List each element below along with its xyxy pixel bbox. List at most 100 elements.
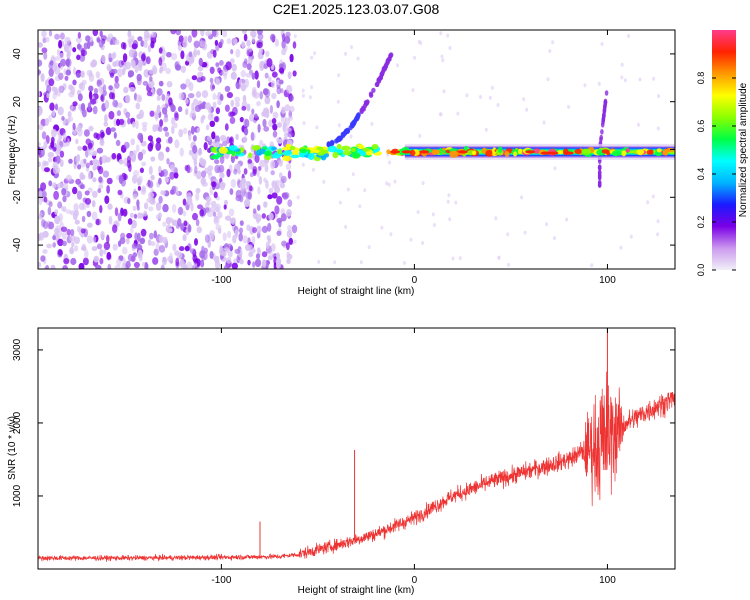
noise-blob [72,101,78,107]
noise-blob [77,145,83,151]
noise-blob [152,124,157,133]
noise-blob [252,227,257,234]
noise-blob [281,40,286,49]
noise-blob [102,84,107,92]
noise-blob [99,248,104,257]
noise-blob [238,79,242,85]
noise-blob [195,91,202,98]
noise-blob [209,77,214,84]
noise-blob [128,49,134,58]
noise-blob [142,80,149,86]
noise-blob [287,199,293,207]
trace-peak [525,150,536,154]
noise-blob [293,34,297,39]
noise-blob [276,86,282,95]
noise-blob [69,234,76,242]
y-tick-label: 1000 [12,484,23,507]
noise-blob [150,174,155,181]
noise-blob [421,181,425,186]
noise-blob [224,104,230,112]
noise-blob [656,219,660,224]
trace-blob [218,146,228,154]
trace-blob [281,146,291,151]
noise-blob [266,235,271,241]
spectrogram-ylabel: Frequency (Hz) [7,116,18,185]
spectrogram-panel: -100 0 100 -40 -20 0 20 40 Height of straight l… [7,29,676,297]
noise-blob [257,30,263,35]
noise-blob [234,229,239,238]
branch-blob [336,135,342,141]
noise-blob [117,189,123,196]
noise-blob [112,61,118,67]
noise-blob [301,93,305,98]
noise-blob [228,208,235,217]
noise-blob [178,35,184,43]
noise-blob [139,109,144,119]
noise-blob [141,161,147,167]
branch-blob [351,120,356,126]
noise-blob [135,120,139,129]
noise-blob [171,104,176,112]
noise-blob [217,211,223,219]
noise-blob [38,198,43,206]
noise-blob [188,132,192,141]
noise-blob [551,40,555,45]
noise-blob [125,260,131,269]
noise-blob [122,246,128,255]
noise-blob [229,58,235,64]
noise-blob [93,88,99,94]
noise-blob [620,75,624,80]
trace-blob [636,149,645,155]
noise-blob [252,261,256,268]
noise-blob [54,56,61,61]
noise-blob [163,117,169,123]
noise-blob [583,83,587,88]
noise-blob [107,203,113,210]
noise-blob [86,210,92,218]
noise-blob [637,122,640,127]
noise-blob [200,259,205,268]
trace-blob [264,151,271,157]
noise-blob [184,98,189,104]
branch-blob [385,59,390,65]
noise-blob [174,139,180,149]
noise-blob [228,137,233,144]
noise-blob [65,174,73,182]
noise-blob [191,151,198,161]
noise-blob [123,86,129,94]
noise-blob [99,205,103,214]
noise-blob [164,176,169,183]
noise-blob [396,63,400,68]
noise-blob [209,66,215,75]
noise-blob [164,131,170,137]
x-tick-label: 100 [599,275,616,286]
noise-blob [252,166,258,174]
spike-blob [604,90,609,96]
noise-blob [235,189,242,199]
noise-blob [237,168,241,175]
branch-blob [329,139,335,145]
noise-blob [56,90,61,97]
noise-blob [244,198,251,208]
noise-blob [195,192,200,201]
noise-blob [257,123,261,133]
noise-blob [258,176,263,185]
noise-blob [183,220,188,227]
noise-blob [193,40,200,48]
noise-blob [553,236,556,241]
noise-blob [230,71,237,80]
noise-blob [548,49,552,53]
noise-blob [76,54,81,61]
noise-blob [77,164,82,170]
noise-blob [147,44,152,53]
noise-blob [88,125,94,132]
noise-blob [142,125,148,132]
noise-blob [122,53,128,63]
noise-blob [188,51,193,58]
noise-blob [108,215,113,225]
noise-blob [158,47,163,54]
noise-blob [187,35,192,43]
noise-blob [223,204,227,210]
noise-blob [38,146,42,155]
noise-blob [108,110,115,120]
